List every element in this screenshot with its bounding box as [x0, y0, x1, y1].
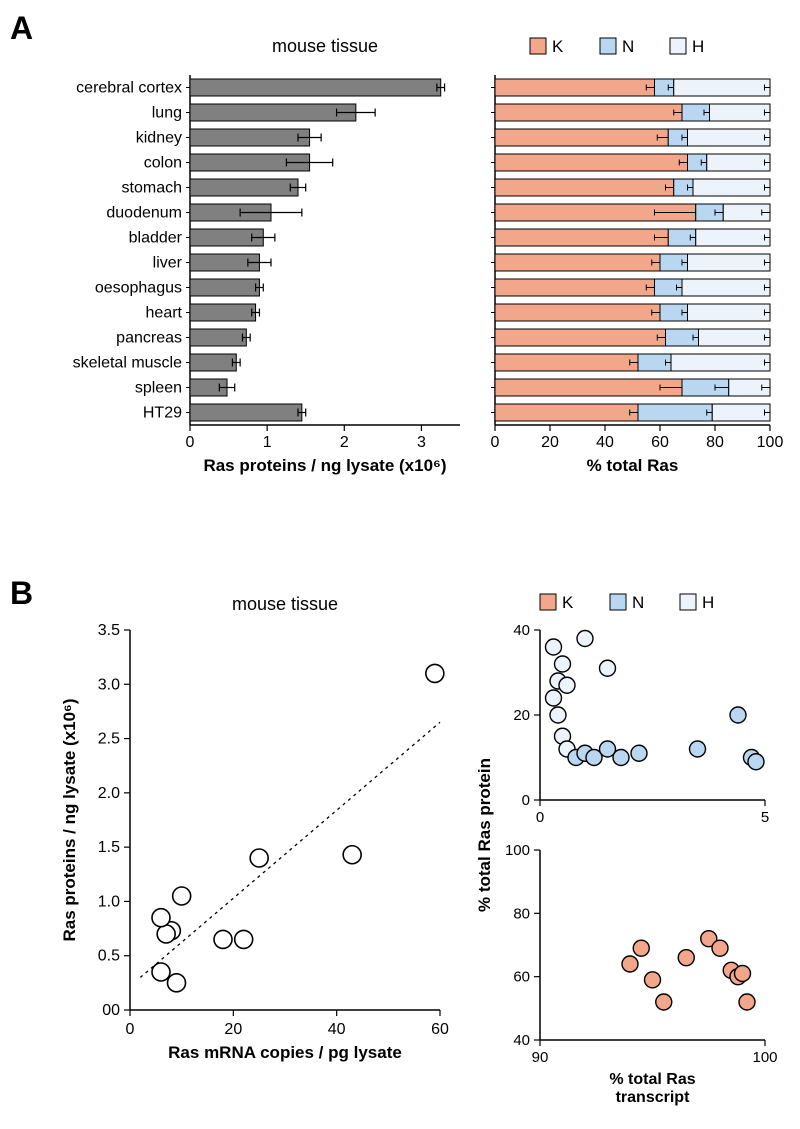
- svg-text:lung: lung: [152, 105, 182, 122]
- svg-text:60: 60: [651, 434, 669, 451]
- svg-text:% total Ras: % total Ras: [587, 456, 679, 475]
- svg-text:K: K: [562, 593, 574, 612]
- svg-text:00: 00: [102, 1002, 120, 1019]
- svg-text:0: 0: [126, 1021, 135, 1038]
- svg-text:1: 1: [263, 434, 272, 451]
- svg-text:H: H: [702, 593, 714, 612]
- svg-text:Ras proteins / ng lysate (x10⁶: Ras proteins / ng lysate (x10⁶): [60, 698, 79, 941]
- svg-text:3: 3: [417, 434, 426, 451]
- svg-text:60: 60: [431, 1021, 449, 1038]
- svg-text:1.0: 1.0: [98, 893, 120, 910]
- svg-text:40: 40: [513, 1032, 530, 1049]
- svg-text:stomach: stomach: [122, 180, 182, 197]
- svg-text:90: 90: [532, 1049, 549, 1066]
- svg-text:80: 80: [513, 905, 530, 922]
- svg-text:heart: heart: [146, 305, 183, 322]
- svg-text:H: H: [692, 37, 704, 56]
- svg-text:1.5: 1.5: [98, 839, 120, 856]
- svg-text:0: 0: [522, 792, 530, 809]
- svg-text:2.0: 2.0: [98, 785, 120, 802]
- svg-text:HT29: HT29: [143, 405, 182, 422]
- svg-text:0: 0: [536, 809, 544, 826]
- svg-text:mouse tissue: mouse tissue: [272, 36, 378, 56]
- svg-text:transcript: transcript: [616, 1089, 690, 1106]
- svg-text:K: K: [552, 37, 564, 56]
- svg-text:kidney: kidney: [136, 130, 182, 147]
- svg-text:5: 5: [761, 809, 769, 826]
- svg-text:40: 40: [596, 434, 614, 451]
- svg-text:liver: liver: [153, 255, 183, 272]
- svg-text:pancreas: pancreas: [116, 330, 182, 347]
- svg-text:% total Ras protein: % total Ras protein: [475, 758, 494, 912]
- svg-text:duodenum: duodenum: [106, 205, 182, 222]
- svg-text:skeletal muscle: skeletal muscle: [73, 355, 182, 372]
- svg-text:cerebral cortex: cerebral cortex: [76, 80, 182, 97]
- svg-text:Ras proteins / ng lysate (x10⁶: Ras proteins / ng lysate (x10⁶): [203, 456, 446, 475]
- svg-text:20: 20: [513, 707, 530, 724]
- svg-text:40: 40: [513, 622, 530, 639]
- svg-text:0: 0: [186, 434, 195, 451]
- svg-text:0.5: 0.5: [98, 948, 120, 965]
- panel-a: mouse tissue cerebral cortex lung kidney col…: [0, 20, 800, 520]
- svg-text:N: N: [622, 37, 634, 56]
- svg-text:oesophagus: oesophagus: [95, 280, 182, 297]
- svg-text:N: N: [632, 593, 644, 612]
- svg-text:colon: colon: [144, 155, 182, 172]
- svg-text:80: 80: [706, 434, 724, 451]
- svg-text:Ras mRNA copies / pg lysate: Ras mRNA copies / pg lysate: [168, 1043, 402, 1062]
- svg-text:bladder: bladder: [129, 230, 183, 247]
- svg-text:2.5: 2.5: [98, 731, 120, 748]
- svg-text:40: 40: [328, 1021, 346, 1038]
- svg-text:100: 100: [505, 842, 530, 859]
- svg-text:20: 20: [224, 1021, 242, 1038]
- svg-text:100: 100: [752, 1049, 777, 1066]
- svg-text:mouse tissue: mouse tissue: [232, 594, 338, 614]
- svg-text:3.0: 3.0: [98, 676, 120, 693]
- svg-text:3.5: 3.5: [98, 622, 120, 639]
- svg-text:0: 0: [491, 434, 500, 451]
- svg-text:spleen: spleen: [135, 380, 182, 397]
- svg-text:20: 20: [541, 434, 559, 451]
- svg-text:100: 100: [757, 434, 784, 451]
- svg-text:60: 60: [513, 969, 530, 986]
- figure: A B mouse tissuecerebral cortexlungkidne…: [0, 0, 800, 1129]
- panel-b: mouse tissue0204060000.51.01.52.02.53.03…: [0, 560, 800, 1120]
- svg-text:2: 2: [340, 434, 349, 451]
- svg-text:% total Ras: % total Ras: [609, 1071, 695, 1088]
